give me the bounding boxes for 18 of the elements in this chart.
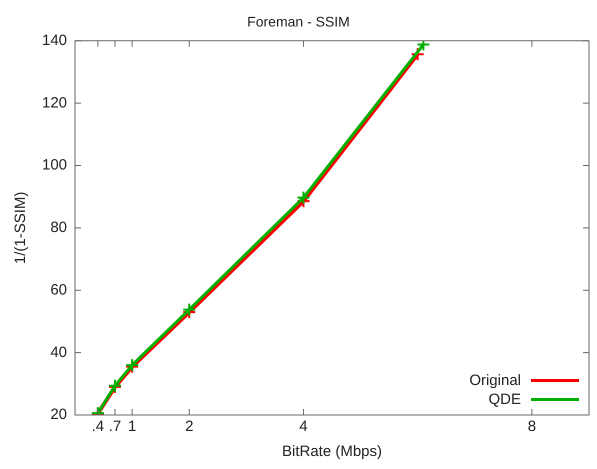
x-tick-label: 4: [299, 418, 308, 436]
chart-title: Foreman - SSIM: [247, 13, 350, 30]
legend-label: Original: [469, 372, 521, 389]
y-tick-label: 20: [50, 406, 68, 424]
x-tick-label: 2: [185, 418, 194, 436]
y-tick-label: 60: [50, 281, 68, 298]
y-tick-label: 100: [42, 156, 68, 174]
x-tick-label: 1: [128, 418, 136, 436]
x-tick-label: .4: [92, 418, 104, 436]
y-axis-title: 1/(1-SSIM): [12, 192, 30, 264]
legend-label: QDE: [488, 391, 521, 408]
y-tick-label: 80: [50, 219, 68, 236]
x-tick-label: .7: [108, 418, 122, 436]
y-tick-label: 120: [42, 94, 68, 112]
y-tick-label: 140: [42, 32, 68, 49]
y-tick-label: 40: [50, 344, 68, 361]
x-axis-title: BitRate (Mbps): [282, 443, 382, 460]
x-tick-label: 8: [528, 418, 536, 436]
